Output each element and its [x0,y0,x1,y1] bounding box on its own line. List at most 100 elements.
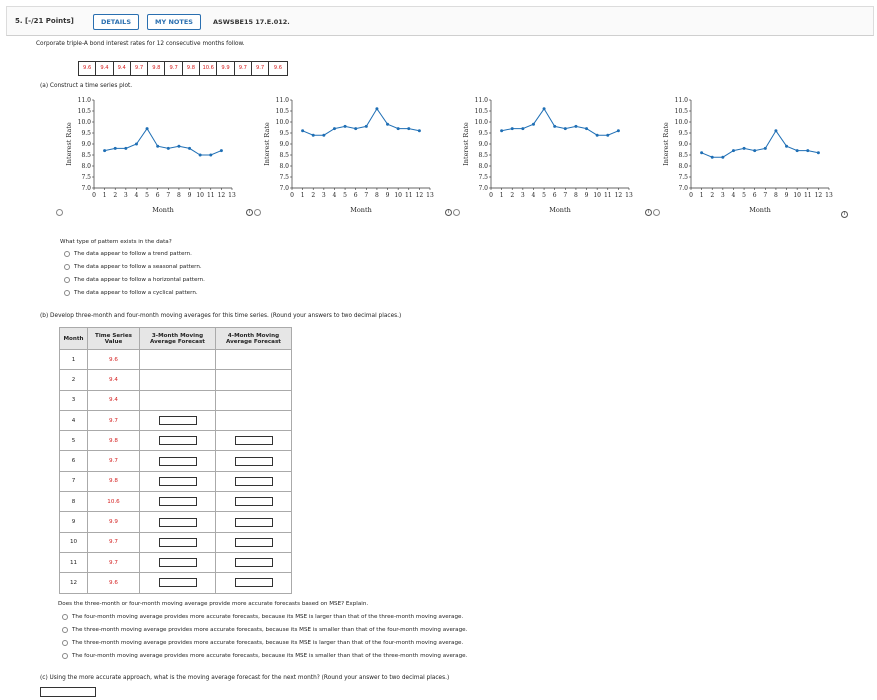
data-point [816,151,820,155]
radio-button[interactable] [62,627,68,633]
option-label: The data appear to follow a trend patter… [74,251,192,257]
y-tick-label: 7.0 [81,185,91,192]
chart-option-3-radio[interactable] [453,209,460,216]
table-row: 8 10.6 [59,491,292,513]
value-cell: 9.7 [87,531,140,553]
value-cell: 9.8 [87,430,140,452]
x-tick-label: 2 [710,192,714,199]
radio-button[interactable] [64,264,70,270]
next-month-forecast-input[interactable] [40,687,96,697]
x-tick-label: 12 [416,192,424,199]
chart-option-1-radio[interactable] [56,209,63,216]
four-month-forecast-input[interactable] [234,497,273,507]
four-month-forecast-input[interactable] [234,558,273,568]
radio-button[interactable] [62,653,68,659]
x-tick-label: 5 [742,192,746,199]
data-value: 9.6 [273,65,283,71]
data-point [585,127,589,131]
x-tick-label: 12 [615,192,623,199]
data-point [595,133,599,137]
data-point [531,122,535,126]
three-month-forecast-input[interactable] [158,558,197,568]
x-tick-label: 7 [166,192,170,199]
month-cell: 3 [59,389,88,411]
info-icon[interactable]: i [645,209,652,216]
radio-button[interactable] [62,640,68,646]
x-tick-label: 5 [542,192,546,199]
part-c-label: (c) Using the more accurate approach, wh… [40,675,450,681]
radio-button[interactable] [64,290,70,296]
info-icon[interactable]: i [246,209,253,216]
data-point [742,146,746,150]
y-tick-label: 10.0 [475,119,489,126]
data-value: 9.7 [252,62,270,75]
three-month-forecast-cell [139,531,216,553]
chart-option-2-radio[interactable] [254,209,261,216]
pattern-option-cyclical[interactable]: The data appear to follow a cyclical pat… [64,290,198,296]
y-tick-label: 9.0 [279,141,289,148]
column-header-3-month: 3-Month Moving Average Forecast [139,327,216,350]
y-tick-label: 10.5 [475,108,489,115]
three-month-forecast-input[interactable] [158,537,197,547]
three-month-forecast-input[interactable] [158,436,197,446]
x-tick-label: 0 [489,192,493,199]
data-point [209,153,213,157]
y-tick-label: 8.5 [678,152,688,159]
x-tick-label: 6 [753,192,757,199]
four-month-forecast-input[interactable] [234,517,273,527]
three-month-forecast-cell [139,389,216,411]
mse-option-3[interactable]: The three-month moving average provides … [62,640,463,646]
data-point [806,149,810,153]
three-month-forecast-input[interactable] [158,416,197,426]
month-cell: 11 [59,551,88,574]
three-month-forecast-input[interactable] [158,476,197,486]
info-icon[interactable]: i [841,211,848,218]
data-point [774,129,778,133]
mse-option-1[interactable]: The four-month moving average provides m… [62,614,463,620]
x-tick-label: 8 [375,192,379,199]
table-row: 2 9.4 [59,369,292,391]
data-point [753,149,757,153]
x-tick-label: 11 [604,192,612,199]
radio-button[interactable] [62,614,68,620]
mse-option-2[interactable]: The three-month moving average provides … [62,627,467,633]
y-tick-label: 11.0 [276,97,290,104]
data-point [301,129,305,133]
four-month-forecast-input[interactable] [234,537,273,547]
radio-button[interactable] [64,277,70,283]
four-month-forecast-input[interactable] [234,436,273,446]
three-month-forecast-input[interactable] [158,456,197,466]
pattern-option-seasonal[interactable]: The data appear to follow a seasonal pat… [64,264,202,270]
data-point [500,129,504,133]
four-month-forecast-cell [215,369,292,391]
info-icon[interactable]: i [445,209,452,216]
chart-option-4-radio[interactable] [653,209,660,216]
pattern-option-trend[interactable]: The data appear to follow a trend patter… [64,251,192,257]
details-button[interactable]: DETAILS [93,14,139,30]
x-tick-label: 10 [196,192,204,199]
month-cell: 2 [59,369,88,391]
mse-option-4[interactable]: The four-month moving average provides m… [62,653,467,659]
radio-button[interactable] [64,251,70,257]
value-cell: 9.8 [87,470,140,493]
data-point [386,122,390,126]
y-tick-label: 9.5 [81,130,91,137]
my-notes-button[interactable]: MY NOTES [147,14,201,30]
three-month-forecast-input[interactable] [158,578,197,588]
y-axis-label: Interest Rate [65,122,73,166]
option-label: The three-month moving average provides … [72,627,468,633]
x-tick-label: 4 [135,192,139,199]
four-month-forecast-input[interactable] [234,476,273,486]
four-month-forecast-input[interactable] [234,578,273,588]
three-month-forecast-input[interactable] [158,497,197,507]
time-series-chart-option-3: 7.07.58.08.59.09.510.010.511.00 1 2 3 4 5 6 7 8 9… [462,97,633,214]
three-month-forecast-input[interactable] [158,517,197,527]
data-value: 9.4 [114,62,131,75]
month-cell: 9 [59,511,88,533]
pattern-option-horizontal[interactable]: The data appear to follow a horizontal p… [64,277,205,283]
four-month-forecast-input[interactable] [234,456,273,466]
y-tick-label: 10.0 [675,119,689,126]
x-tick-label: 6 [156,192,160,199]
problem-code: ASWSBE15 17.E.012. [213,18,290,26]
option-label: The three-month moving average provides … [72,640,464,646]
